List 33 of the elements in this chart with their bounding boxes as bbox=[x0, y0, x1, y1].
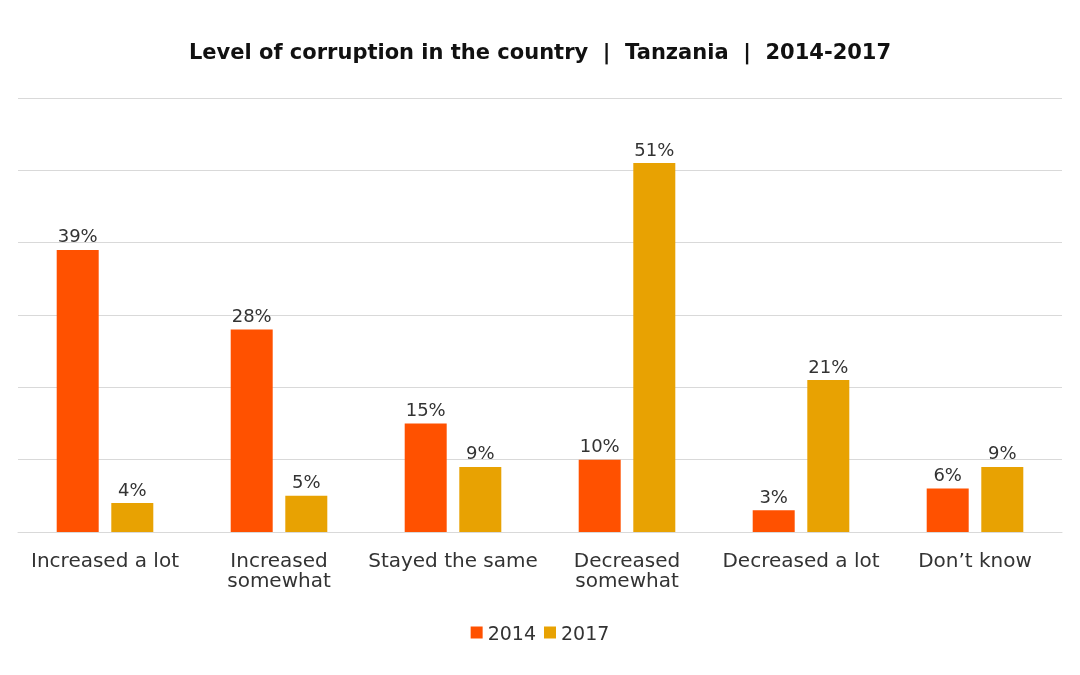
legend-label: 2014 bbox=[487, 621, 537, 644]
x-tick-label: Increased somewhat bbox=[227, 548, 331, 592]
bar bbox=[926, 488, 969, 532]
data-label: 9% bbox=[466, 442, 495, 464]
x-tick-label: Decreased somewhat bbox=[573, 548, 681, 592]
bar bbox=[56, 249, 99, 532]
x-tick-label: Stayed the same bbox=[368, 548, 538, 572]
data-label: 10% bbox=[579, 435, 620, 457]
data-label: 39% bbox=[57, 225, 98, 247]
data-label: 28% bbox=[231, 304, 272, 326]
data-label: 21% bbox=[808, 355, 849, 377]
chart-title: Level of corruption in the country | Tanzania | 2014-2017 bbox=[188, 39, 892, 65]
bar bbox=[404, 423, 447, 532]
x-tick-label: Increased a lot bbox=[31, 548, 180, 572]
data-label: 3% bbox=[759, 485, 788, 507]
bar bbox=[459, 466, 502, 532]
bar bbox=[285, 495, 328, 532]
legend-label: 2017 bbox=[561, 621, 610, 644]
bar bbox=[752, 510, 795, 532]
bar bbox=[230, 329, 273, 532]
data-label: 6% bbox=[933, 464, 962, 486]
bar bbox=[578, 459, 621, 532]
x-tick-label: Decreased a lot bbox=[722, 548, 880, 572]
data-label: 51% bbox=[634, 138, 675, 160]
data-label: 4% bbox=[118, 478, 147, 500]
bar bbox=[633, 163, 676, 532]
bar bbox=[111, 503, 154, 532]
data-label: 9% bbox=[988, 442, 1017, 464]
data-label: 5% bbox=[292, 471, 321, 493]
bar bbox=[807, 380, 850, 532]
bar bbox=[981, 466, 1024, 532]
x-tick-label: Don’t know bbox=[918, 548, 1032, 572]
data-label: 15% bbox=[405, 399, 446, 420]
